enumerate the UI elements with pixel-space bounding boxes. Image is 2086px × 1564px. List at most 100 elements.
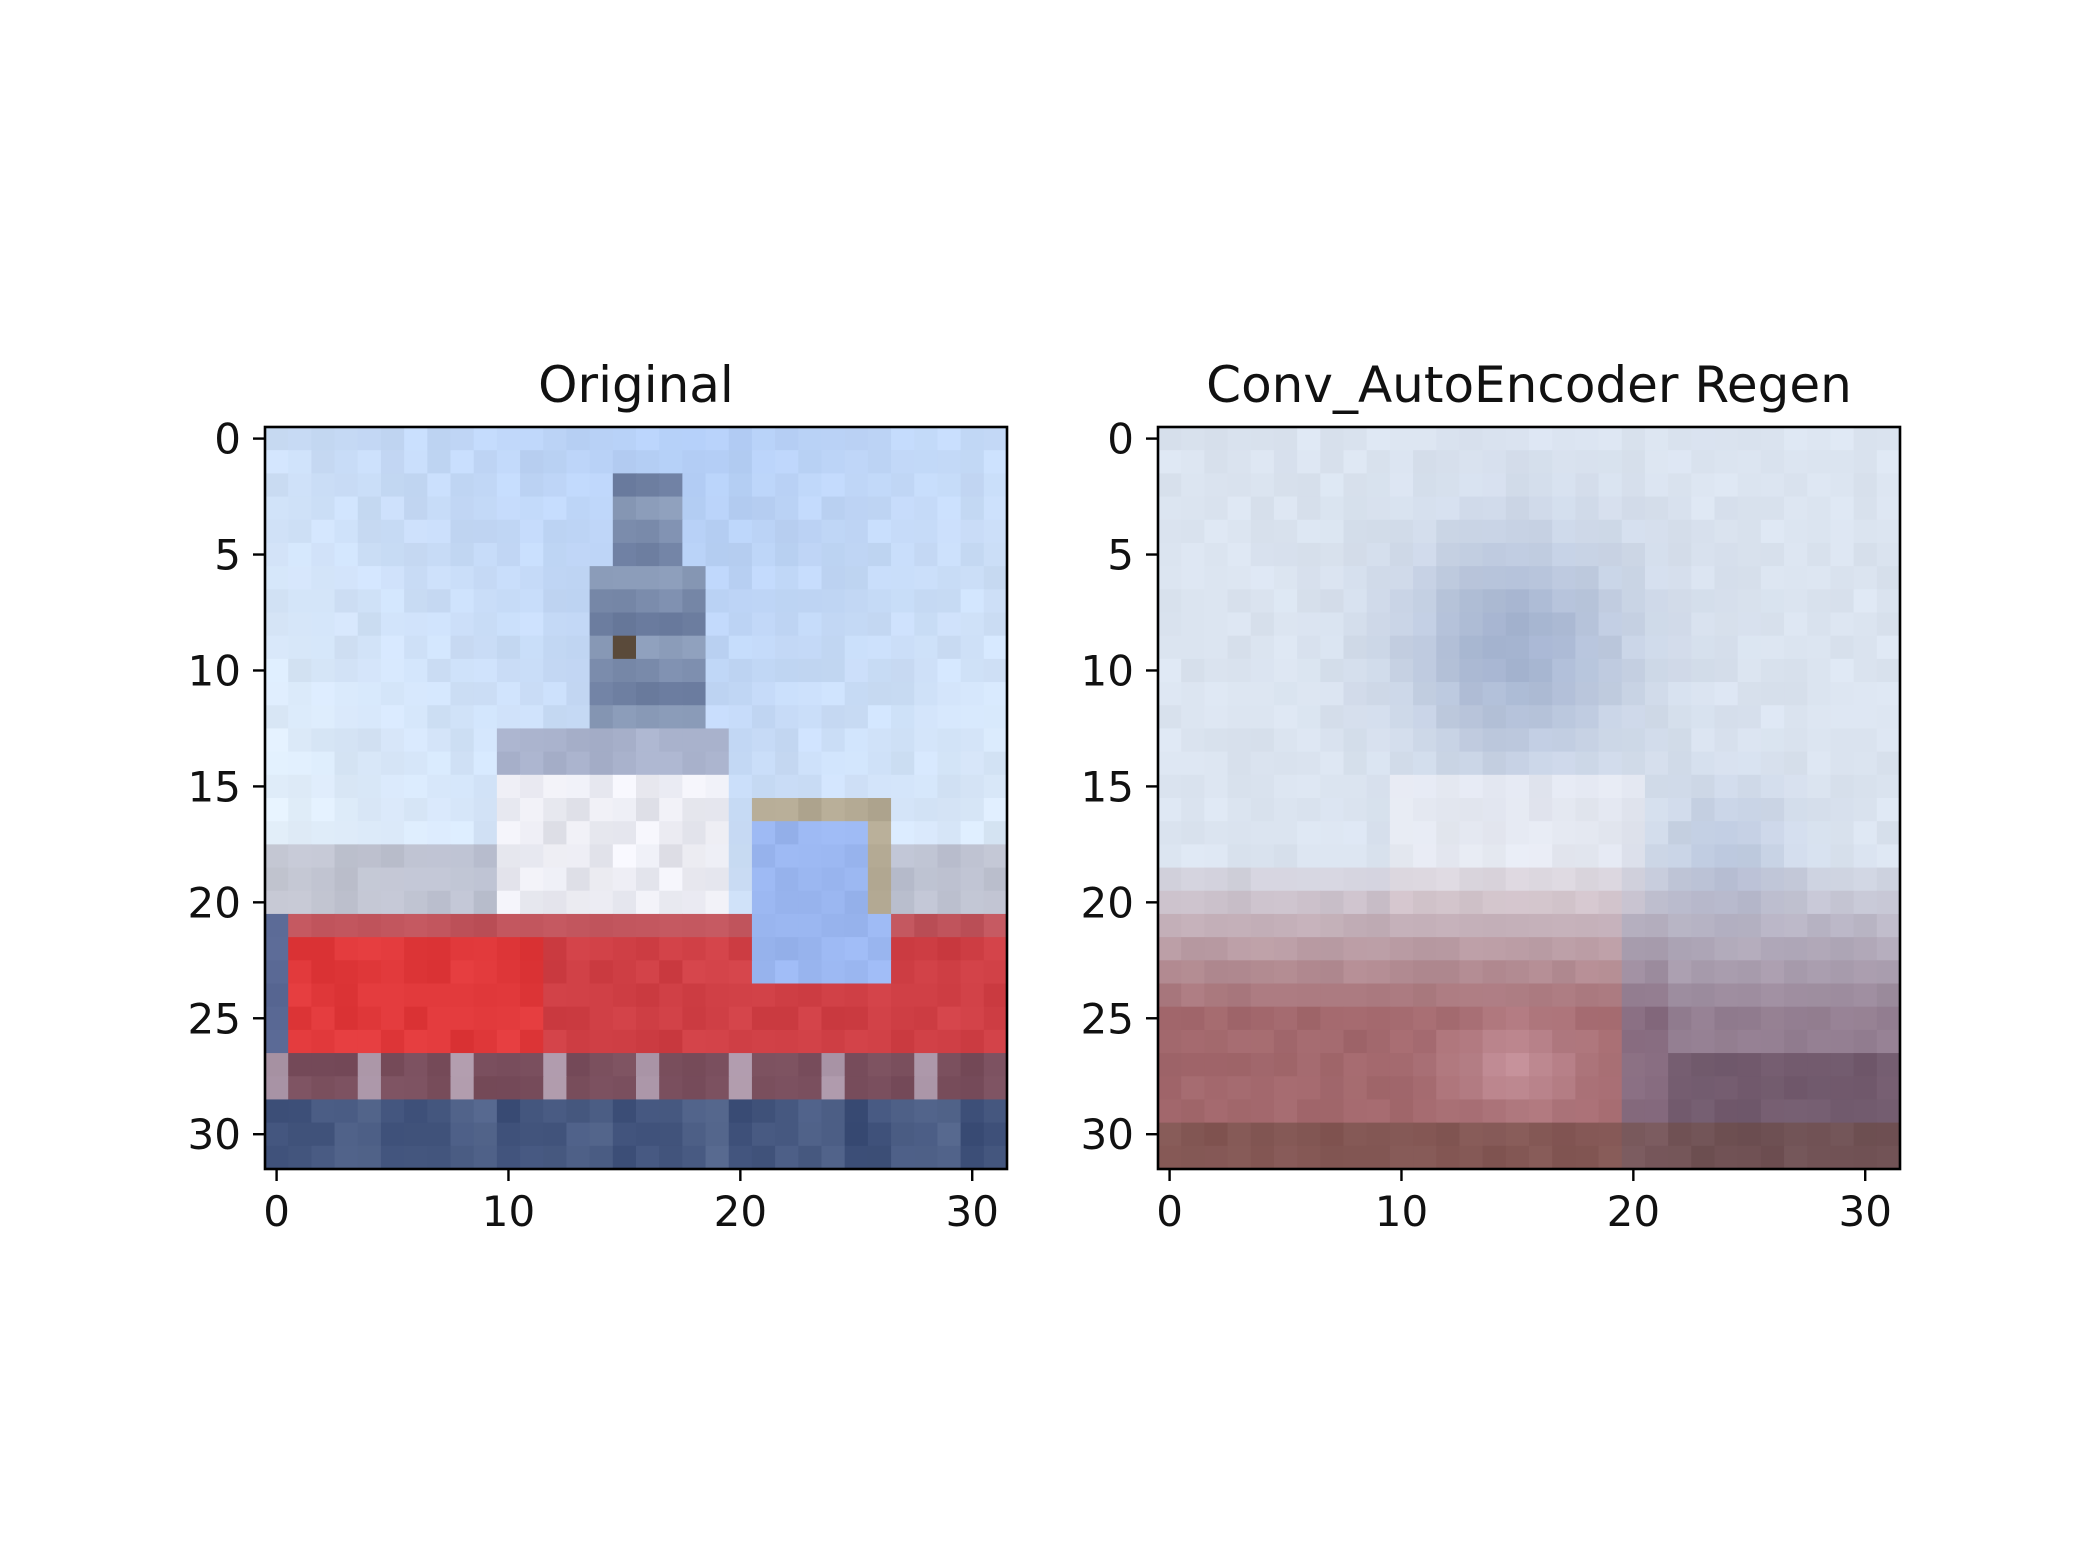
image-pixel <box>496 1099 521 1124</box>
image-pixel <box>1158 612 1182 637</box>
image-pixel <box>983 798 1008 822</box>
image-pixel <box>473 890 498 915</box>
image-pixel <box>1552 867 1576 892</box>
image-pixel <box>1273 635 1298 660</box>
image-pixel <box>636 774 660 799</box>
image-pixel <box>1621 496 1646 521</box>
image-pixel <box>1343 821 1368 845</box>
image-pixel <box>1366 496 1391 521</box>
image-pixel <box>1482 519 1507 544</box>
image-pixel <box>265 890 289 915</box>
image-pixel <box>1366 1122 1391 1147</box>
image-pixel <box>1714 519 1739 544</box>
image-pixel <box>427 1029 452 1054</box>
image-pixel <box>1853 751 1878 776</box>
image-pixel <box>288 450 312 474</box>
image-pixel <box>1529 937 1553 961</box>
image-pixel <box>1830 1006 1855 1031</box>
image-pixel <box>1297 705 1321 730</box>
image-pixel <box>1807 682 1832 706</box>
image-pixel <box>1273 1006 1298 1031</box>
image-pixel <box>1158 1122 1182 1147</box>
image-pixel <box>1158 867 1182 892</box>
image-pixel <box>1204 983 1229 1008</box>
image-pixel <box>891 566 915 590</box>
image-pixel <box>288 542 312 567</box>
image-pixel <box>357 798 382 822</box>
image-pixel <box>427 798 452 822</box>
image-pixel <box>1830 496 1855 521</box>
image-pixel <box>1714 1029 1739 1054</box>
image-pixel <box>496 1029 521 1054</box>
image-pixel <box>1273 542 1298 567</box>
image-pixel <box>1366 1099 1391 1124</box>
image-pixel <box>288 821 312 845</box>
image-pixel <box>1644 1076 1669 1101</box>
image-pixel <box>1389 1006 1414 1031</box>
image-pixel <box>1668 821 1692 845</box>
image-pixel <box>751 1053 776 1077</box>
image-pixel <box>775 1145 799 1170</box>
image-pixel <box>334 1029 359 1054</box>
image-pixel <box>1505 1122 1530 1147</box>
image-pixel <box>751 612 776 637</box>
image-pixel <box>1158 658 1182 683</box>
image-pixel <box>1204 728 1229 753</box>
image-pixel <box>566 890 591 915</box>
image-pixel <box>1784 1122 1808 1147</box>
image-pixel <box>1876 496 1901 521</box>
image-pixel <box>1297 635 1321 660</box>
image-pixel <box>1552 519 1576 544</box>
image-pixel <box>543 705 568 730</box>
image-pixel <box>1413 682 1437 706</box>
image-pixel <box>311 450 336 474</box>
image-pixel <box>1158 473 1182 498</box>
image-pixel <box>1598 519 1623 544</box>
image-pixel <box>612 1029 637 1054</box>
image-pixel <box>751 519 776 544</box>
image-pixel <box>1482 728 1507 753</box>
image-pixel <box>1714 473 1739 498</box>
image-pixel <box>891 844 915 869</box>
image-pixel <box>450 1053 475 1077</box>
image-pixel <box>891 1053 915 1077</box>
image-pixel <box>288 612 312 637</box>
image-pixel <box>427 844 452 869</box>
image-pixel <box>1621 774 1646 799</box>
image-pixel <box>1807 774 1832 799</box>
image-pixel <box>311 844 336 869</box>
image-pixel <box>566 798 591 822</box>
image-pixel <box>914 635 939 660</box>
image-pixel <box>1482 682 1507 706</box>
image-pixel <box>1227 890 1252 915</box>
image-pixel <box>1575 937 1600 961</box>
image-pixel <box>1413 473 1437 498</box>
image-pixel <box>380 937 405 961</box>
image-pixel <box>520 658 544 683</box>
image-pixel <box>1204 1053 1229 1077</box>
image-pixel <box>1227 1029 1252 1054</box>
image-pixel <box>1876 1029 1901 1054</box>
image-pixel <box>543 937 568 961</box>
image-pixel <box>1297 867 1321 892</box>
image-pixel <box>1320 913 1345 938</box>
image-pixel <box>1250 844 1275 869</box>
image-pixel <box>1413 1122 1437 1147</box>
image-pixel <box>705 635 730 660</box>
image-pixel <box>589 913 614 938</box>
image-pixel <box>1505 983 1530 1008</box>
image-pixel <box>1529 1076 1553 1101</box>
image-pixel <box>1227 1099 1252 1124</box>
image-pixel <box>496 612 521 637</box>
image-pixel <box>404 728 428 753</box>
image-pixel <box>1436 542 1461 567</box>
image-pixel <box>1482 1145 1507 1170</box>
image-pixel <box>1575 983 1600 1008</box>
image-pixel <box>891 1006 915 1031</box>
image-pixels <box>1158 427 1901 1170</box>
image-pixel <box>1389 1122 1414 1147</box>
image-pixel <box>1320 705 1345 730</box>
image-pixel <box>937 867 962 892</box>
image-pixel <box>380 774 405 799</box>
image-pixel <box>357 1145 382 1170</box>
